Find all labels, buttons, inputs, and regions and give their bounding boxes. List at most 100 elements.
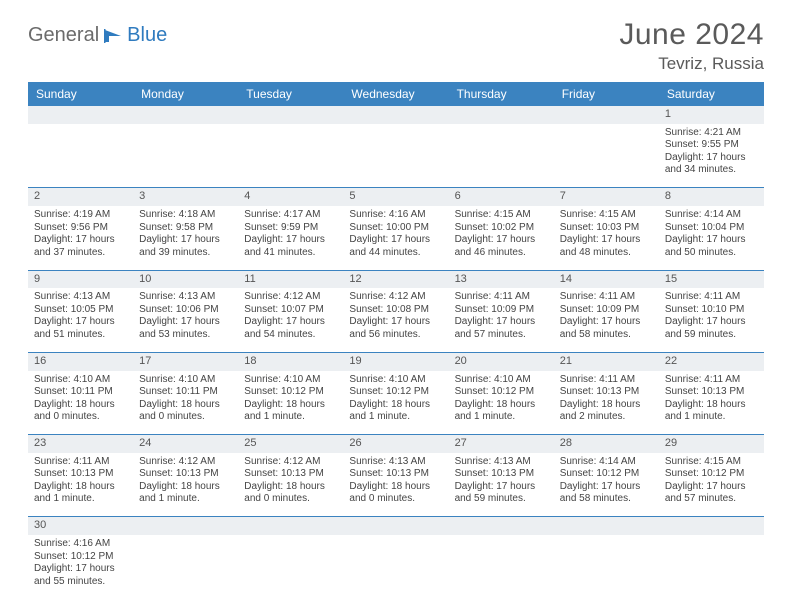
day-cell: Sunrise: 4:14 AMSunset: 10:04 PMDaylight… (659, 206, 764, 270)
day-cell (343, 124, 448, 188)
day1-text: Daylight: 18 hours (560, 399, 653, 412)
sunrise-text: Sunrise: 4:19 AM (34, 209, 127, 222)
day1-text: Daylight: 17 hours (34, 563, 127, 576)
day-number: 13 (449, 270, 554, 288)
day-number: 25 (238, 435, 343, 453)
day-header: Tuesday (238, 82, 343, 106)
day2-text: and 0 minutes. (349, 493, 442, 506)
day2-text: and 58 minutes. (560, 493, 653, 506)
day-cell: Sunrise: 4:14 AMSunset: 10:12 PMDaylight… (554, 453, 659, 517)
sunrise-text: Sunrise: 4:16 AM (349, 209, 442, 222)
day-number: 1 (659, 106, 764, 124)
sunset-text: Sunset: 10:05 PM (34, 304, 127, 317)
day-cell: Sunrise: 4:13 AMSunset: 10:06 PMDaylight… (133, 288, 238, 352)
day2-text: and 1 minute. (665, 411, 758, 424)
day-cell: Sunrise: 4:11 AMSunset: 10:10 PMDaylight… (659, 288, 764, 352)
day-number-row: 9101112131415 (28, 270, 764, 288)
day2-text: and 2 minutes. (560, 411, 653, 424)
day2-text: and 59 minutes. (665, 329, 758, 342)
day-number: 21 (554, 352, 659, 370)
sunset-text: Sunset: 10:04 PM (665, 222, 758, 235)
day-number: 3 (133, 188, 238, 206)
sunset-text: Sunset: 10:12 PM (34, 551, 127, 564)
sunrise-text: Sunrise: 4:17 AM (244, 209, 337, 222)
day-header: Wednesday (343, 82, 448, 106)
day2-text: and 1 minute. (455, 411, 548, 424)
sunrise-text: Sunrise: 4:16 AM (34, 538, 127, 551)
day-number: 30 (28, 517, 133, 535)
sunset-text: Sunset: 9:59 PM (244, 222, 337, 235)
sunrise-text: Sunrise: 4:11 AM (560, 374, 653, 387)
day-cell: Sunrise: 4:10 AMSunset: 10:11 PMDaylight… (133, 371, 238, 435)
day-cell: Sunrise: 4:21 AMSunset: 9:55 PMDaylight:… (659, 124, 764, 188)
day-number-row: 16171819202122 (28, 352, 764, 370)
day-cell (28, 124, 133, 188)
sunrise-text: Sunrise: 4:13 AM (139, 291, 232, 304)
day1-text: Daylight: 18 hours (244, 481, 337, 494)
day2-text: and 56 minutes. (349, 329, 442, 342)
day-cell: Sunrise: 4:10 AMSunset: 10:12 PMDaylight… (343, 371, 448, 435)
day-number (659, 517, 764, 535)
day1-text: Daylight: 18 hours (34, 481, 127, 494)
day-number (449, 106, 554, 124)
day-header-row: Sunday Monday Tuesday Wednesday Thursday… (28, 82, 764, 106)
sunset-text: Sunset: 10:09 PM (455, 304, 548, 317)
day1-text: Daylight: 17 hours (455, 316, 548, 329)
day-cell: Sunrise: 4:11 AMSunset: 10:09 PMDaylight… (554, 288, 659, 352)
sunrise-text: Sunrise: 4:10 AM (349, 374, 442, 387)
day1-text: Daylight: 17 hours (349, 316, 442, 329)
day-cell: Sunrise: 4:15 AMSunset: 10:02 PMDaylight… (449, 206, 554, 270)
sunset-text: Sunset: 10:09 PM (560, 304, 653, 317)
day1-text: Daylight: 18 hours (665, 399, 758, 412)
day2-text: and 50 minutes. (665, 247, 758, 260)
day-cell (343, 535, 448, 599)
day-cell: Sunrise: 4:12 AMSunset: 10:08 PMDaylight… (343, 288, 448, 352)
header: General Blue June 2024 Tevriz, Russia (28, 18, 764, 74)
sunset-text: Sunset: 10:00 PM (349, 222, 442, 235)
sunrise-text: Sunrise: 4:15 AM (665, 456, 758, 469)
day-header: Saturday (659, 82, 764, 106)
day-detail-row: Sunrise: 4:11 AMSunset: 10:13 PMDaylight… (28, 453, 764, 517)
day-number (449, 517, 554, 535)
day-number (554, 517, 659, 535)
day1-text: Daylight: 17 hours (665, 152, 758, 165)
sunrise-text: Sunrise: 4:10 AM (34, 374, 127, 387)
day2-text: and 58 minutes. (560, 329, 653, 342)
day-number: 23 (28, 435, 133, 453)
day2-text: and 57 minutes. (665, 493, 758, 506)
day-header: Monday (133, 82, 238, 106)
day-number: 19 (343, 352, 448, 370)
day2-text: and 54 minutes. (244, 329, 337, 342)
day-number: 15 (659, 270, 764, 288)
day-cell: Sunrise: 4:19 AMSunset: 9:56 PMDaylight:… (28, 206, 133, 270)
sunrise-text: Sunrise: 4:12 AM (349, 291, 442, 304)
day-cell (133, 535, 238, 599)
title-block: June 2024 Tevriz, Russia (619, 18, 764, 74)
sunrise-text: Sunrise: 4:14 AM (665, 209, 758, 222)
day-detail-row: Sunrise: 4:19 AMSunset: 9:56 PM Daylight:… (28, 206, 764, 270)
day-number: 9 (28, 270, 133, 288)
sunrise-text: Sunrise: 4:18 AM (139, 209, 232, 222)
day-number: 28 (554, 435, 659, 453)
day-number (133, 106, 238, 124)
day2-text: and 1 minute. (34, 493, 127, 506)
sunrise-text: Sunrise: 4:10 AM (455, 374, 548, 387)
day-cell: Sunrise: 4:12 AMSunset: 10:13 PMDaylight… (133, 453, 238, 517)
day2-text: and 46 minutes. (455, 247, 548, 260)
sunset-text: Sunset: 9:56 PM (34, 222, 127, 235)
day-cell: Sunrise: 4:15 AMSunset: 10:12 PMDaylight… (659, 453, 764, 517)
day1-text: Daylight: 17 hours (349, 234, 442, 247)
day-number: 26 (343, 435, 448, 453)
sunrise-text: Sunrise: 4:15 AM (560, 209, 653, 222)
day1-text: Daylight: 18 hours (34, 399, 127, 412)
day-header: Friday (554, 82, 659, 106)
day1-text: Daylight: 17 hours (665, 234, 758, 247)
day2-text: and 1 minute. (349, 411, 442, 424)
day2-text: and 44 minutes. (349, 247, 442, 260)
day-number-row: 30 (28, 517, 764, 535)
day-cell: Sunrise: 4:10 AMSunset: 10:11 PMDaylight… (28, 371, 133, 435)
day-cell: Sunrise: 4:10 AMSunset: 10:12 PMDaylight… (238, 371, 343, 435)
day-cell: Sunrise: 4:11 AMSunset: 10:09 PMDaylight… (449, 288, 554, 352)
day1-text: Daylight: 17 hours (560, 481, 653, 494)
day-detail-row: Sunrise: 4:21 AMSunset: 9:55 PMDaylight:… (28, 124, 764, 188)
